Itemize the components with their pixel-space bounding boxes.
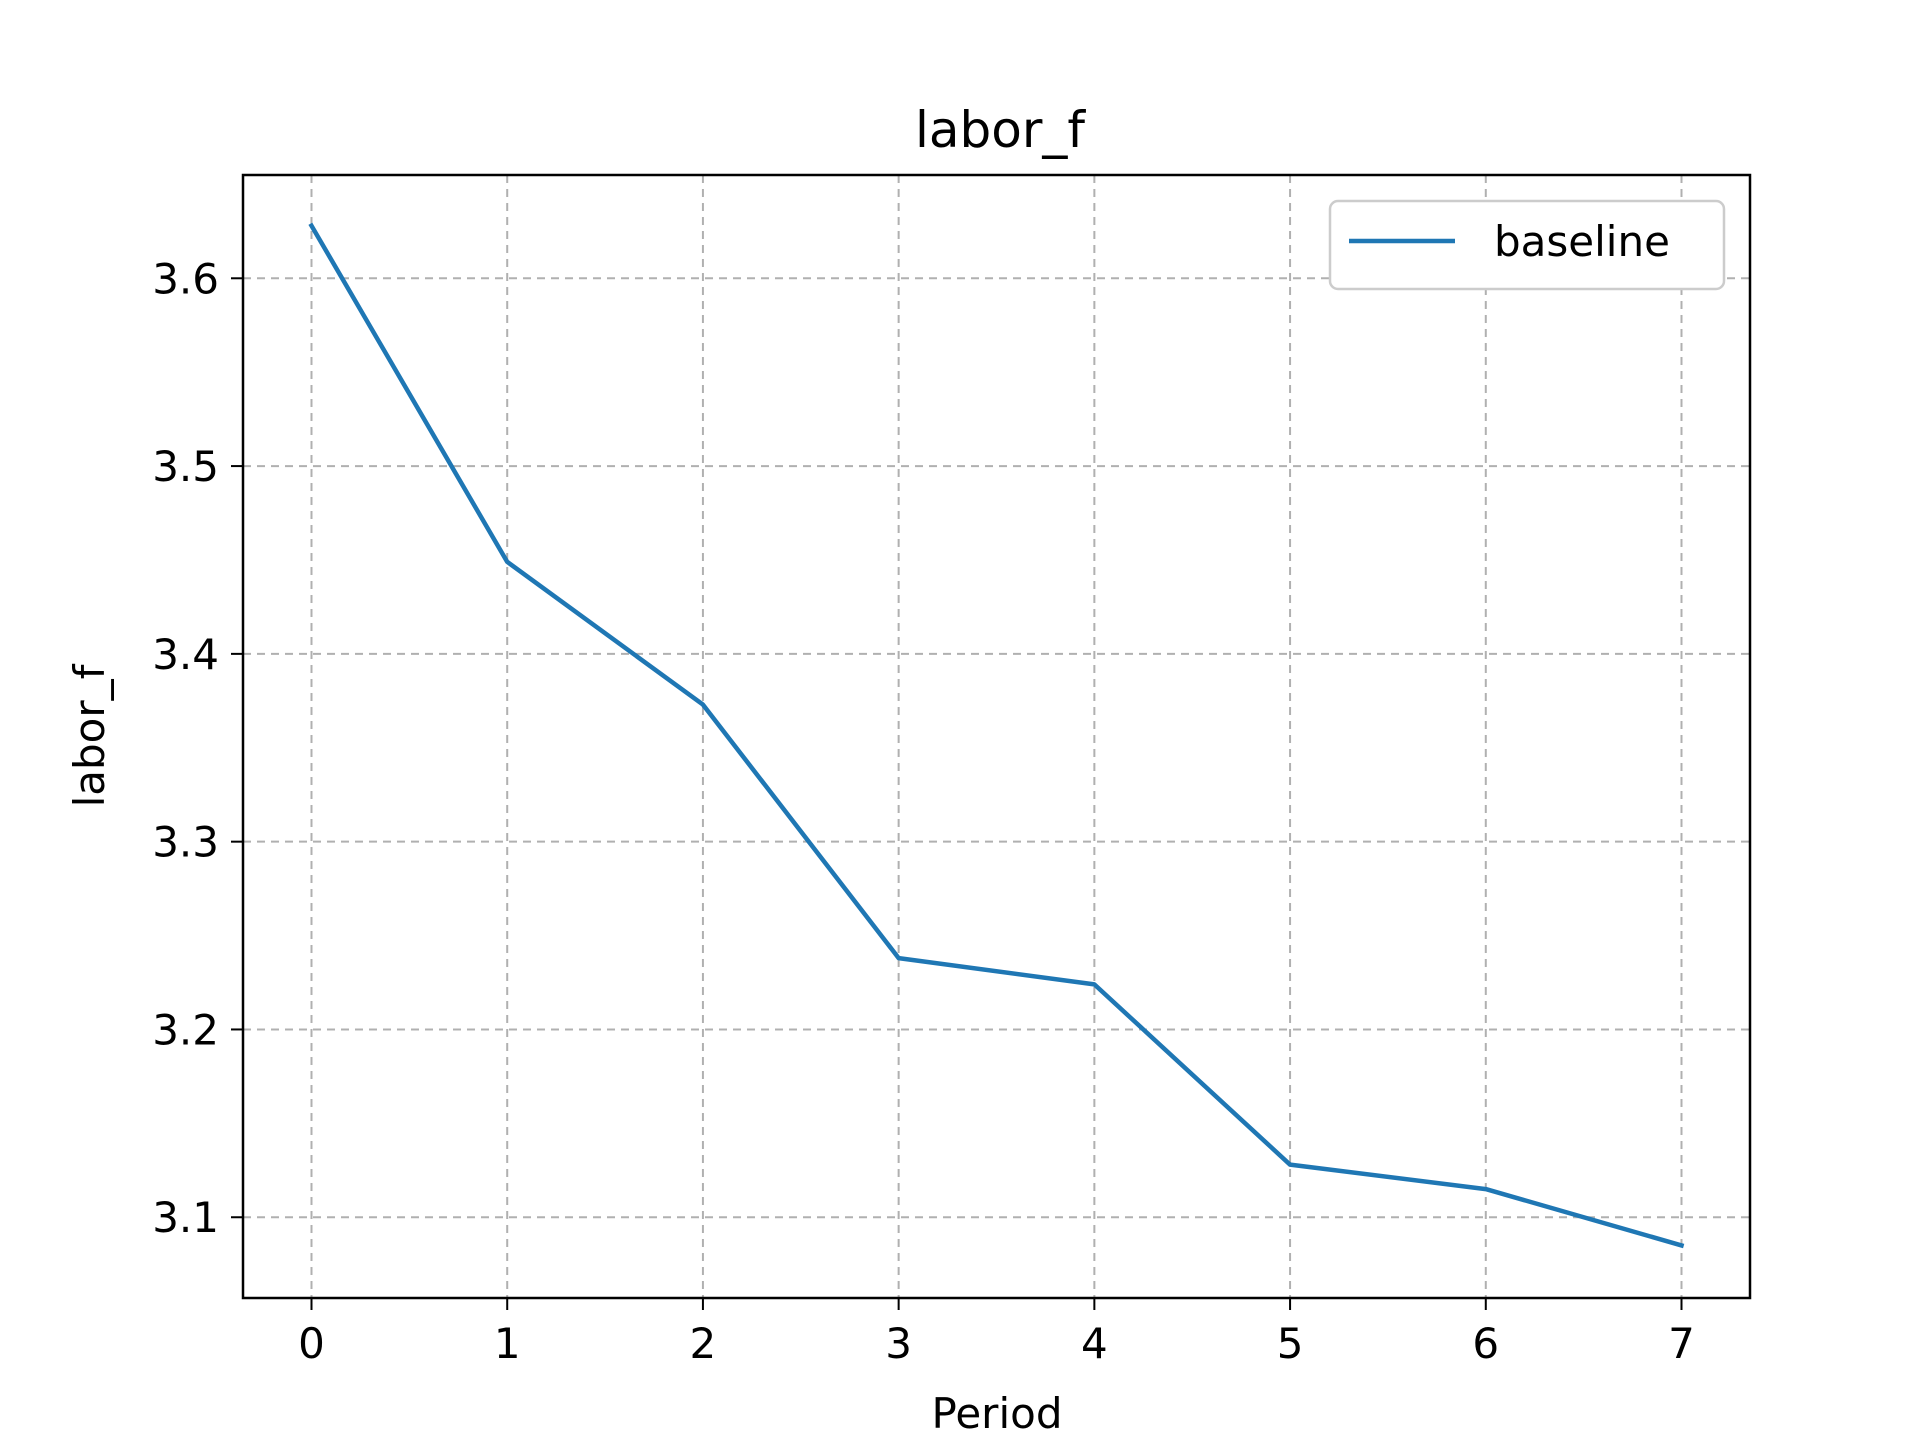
axis-ticks: 0 1 2 3 4 5 6 7 3.1 3.2 3.3 3.4 3.5 3.6 — [152, 254, 1695, 1368]
y-tick-label: 3.6 — [152, 254, 219, 303]
x-tick-label: 2 — [690, 1319, 717, 1368]
plot-frame — [241, 173, 1752, 1300]
x-tick-label: 5 — [1277, 1319, 1304, 1368]
y-tick-label: 3.3 — [152, 818, 219, 867]
y-tick-label: 3.1 — [152, 1193, 219, 1242]
gridlines — [243, 175, 1750, 1298]
x-tick-label: 3 — [885, 1319, 912, 1368]
legend: baseline — [1328, 199, 1726, 291]
x-tick-label: 4 — [1081, 1319, 1108, 1368]
x-tick-label: 6 — [1472, 1319, 1499, 1368]
y-tick-label: 3.4 — [152, 630, 219, 679]
x-tick-label: 0 — [298, 1319, 325, 1368]
legend-label-baseline: baseline — [1494, 217, 1670, 266]
y-axis-label: labor_f — [65, 663, 114, 807]
series-line-baseline — [308, 222, 1685, 1249]
x-axis-label: Period — [932, 1389, 1063, 1438]
chart-title: labor_f — [915, 101, 1086, 159]
series-layer — [308, 222, 1685, 1249]
x-tick-label: 1 — [494, 1319, 521, 1368]
y-tick-label: 3.5 — [152, 442, 219, 491]
x-tick-label: 7 — [1668, 1319, 1695, 1368]
legend-box — [1328, 199, 1726, 291]
y-tick-label: 3.2 — [152, 1005, 219, 1054]
